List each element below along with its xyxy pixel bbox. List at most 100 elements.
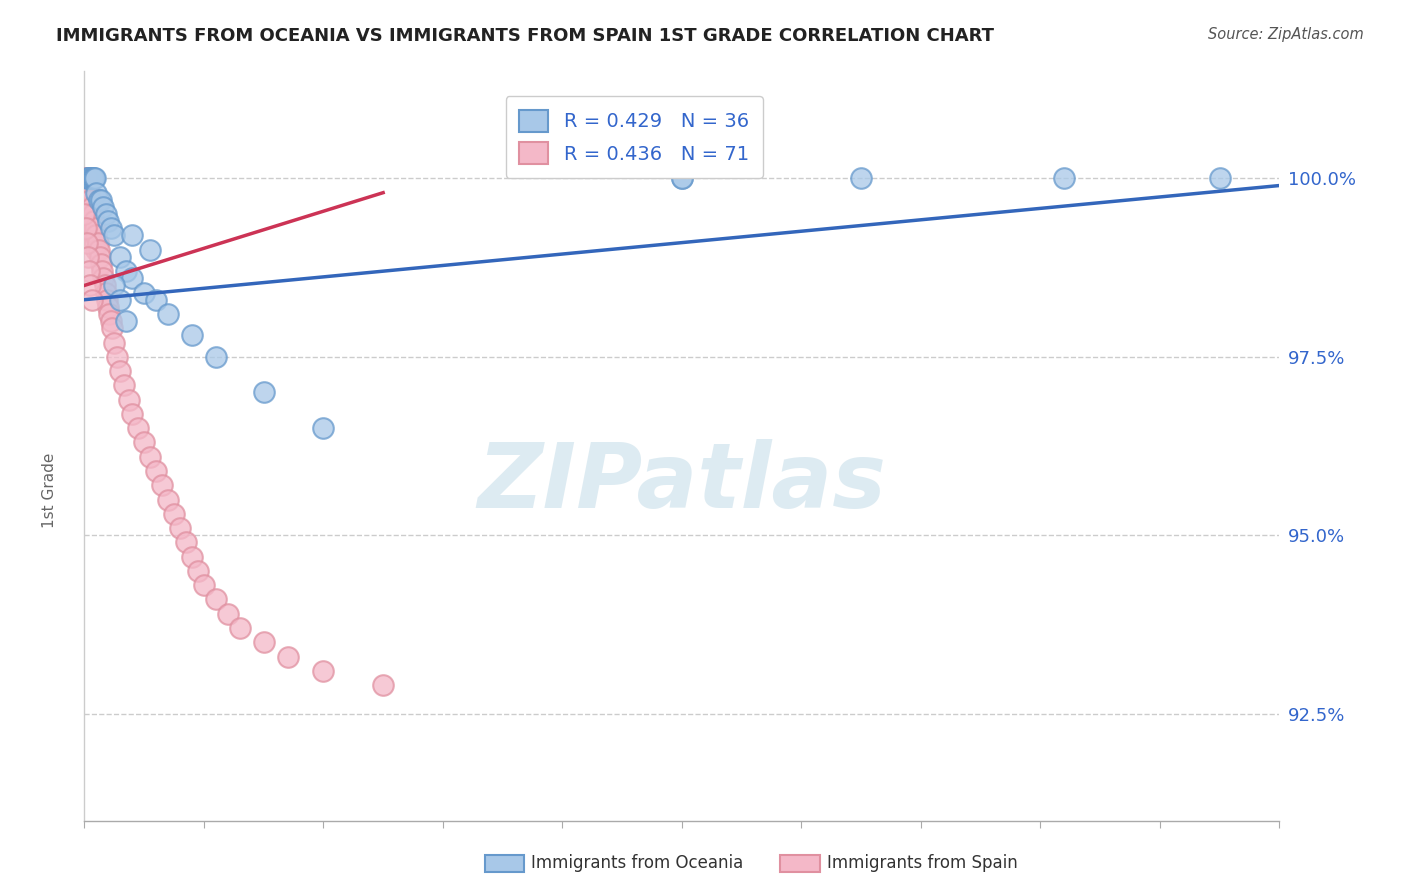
- Point: [193, 578, 215, 592]
- Point: [169, 521, 191, 535]
- Point: [1209, 171, 1232, 186]
- Point: [157, 307, 180, 321]
- Point: [76, 235, 98, 250]
- Legend: R = 0.429   N = 36, R = 0.436   N = 71: R = 0.429 N = 36, R = 0.436 N = 71: [506, 96, 762, 178]
- Point: [76, 171, 98, 186]
- Point: [94, 207, 117, 221]
- Point: [145, 464, 167, 478]
- Point: [82, 221, 104, 235]
- Text: Immigrants from Spain: Immigrants from Spain: [827, 855, 1018, 872]
- Text: Source: ZipAtlas.com: Source: ZipAtlas.com: [1208, 27, 1364, 42]
- Point: [110, 293, 132, 307]
- Point: [79, 207, 101, 221]
- Point: [77, 171, 100, 186]
- Point: [87, 243, 110, 257]
- Point: [121, 407, 143, 421]
- Point: [97, 300, 120, 314]
- Point: [77, 186, 100, 200]
- Text: ZIPatlas: ZIPatlas: [478, 440, 886, 527]
- Point: [312, 421, 335, 435]
- Point: [93, 200, 115, 214]
- Point: [117, 392, 139, 407]
- Point: [77, 250, 100, 264]
- Point: [80, 200, 103, 214]
- Point: [115, 314, 138, 328]
- Point: [76, 186, 98, 200]
- Point: [80, 171, 103, 186]
- Point: [217, 607, 239, 621]
- Point: [851, 171, 873, 186]
- Point: [75, 221, 97, 235]
- Point: [312, 664, 335, 678]
- Point: [253, 635, 276, 649]
- Point: [80, 214, 103, 228]
- Point: [97, 214, 120, 228]
- Point: [277, 649, 299, 664]
- Point: [229, 621, 252, 635]
- Text: 1st Grade: 1st Grade: [42, 453, 56, 528]
- Point: [205, 592, 228, 607]
- Point: [83, 214, 105, 228]
- Point: [93, 278, 115, 293]
- Point: [86, 186, 108, 200]
- Point: [181, 328, 204, 343]
- Point: [90, 193, 112, 207]
- Point: [98, 307, 121, 321]
- Point: [77, 178, 100, 193]
- Point: [83, 171, 105, 186]
- Point: [86, 243, 108, 257]
- Point: [110, 250, 132, 264]
- Point: [121, 271, 143, 285]
- Point: [93, 271, 115, 285]
- Point: [73, 186, 96, 200]
- Point: [181, 549, 204, 564]
- Point: [671, 171, 693, 186]
- Point: [75, 193, 97, 207]
- Point: [187, 564, 209, 578]
- Point: [80, 293, 103, 307]
- Point: [84, 221, 107, 235]
- Point: [373, 678, 395, 692]
- Point: [79, 171, 101, 186]
- Point: [73, 207, 96, 221]
- Point: [82, 207, 104, 221]
- Point: [86, 228, 108, 243]
- Point: [77, 171, 100, 186]
- Point: [75, 171, 97, 186]
- Point: [105, 350, 128, 364]
- Point: [76, 171, 98, 186]
- Text: Immigrants from Oceania: Immigrants from Oceania: [531, 855, 744, 872]
- Point: [76, 200, 98, 214]
- Point: [79, 193, 101, 207]
- Point: [1053, 171, 1076, 186]
- Point: [103, 228, 125, 243]
- Point: [84, 171, 107, 186]
- Point: [77, 200, 100, 214]
- Point: [77, 207, 100, 221]
- Point: [671, 171, 693, 186]
- Point: [79, 221, 101, 235]
- Point: [127, 421, 149, 435]
- Point: [77, 193, 100, 207]
- Point: [103, 278, 125, 293]
- Point: [75, 178, 97, 193]
- Text: IMMIGRANTS FROM OCEANIA VS IMMIGRANTS FROM SPAIN 1ST GRADE CORRELATION CHART: IMMIGRANTS FROM OCEANIA VS IMMIGRANTS FR…: [56, 27, 994, 45]
- Point: [100, 221, 122, 235]
- Point: [163, 507, 186, 521]
- Point: [83, 228, 105, 243]
- Point: [110, 364, 132, 378]
- Point: [205, 350, 228, 364]
- Point: [101, 321, 124, 335]
- Point: [139, 243, 162, 257]
- Point: [103, 335, 125, 350]
- Point: [132, 285, 156, 300]
- Point: [115, 264, 138, 278]
- Point: [100, 314, 122, 328]
- Point: [87, 193, 110, 207]
- Point: [112, 378, 135, 392]
- Point: [121, 228, 143, 243]
- Point: [145, 293, 167, 307]
- Point: [157, 492, 180, 507]
- Point: [86, 235, 108, 250]
- Point: [79, 278, 101, 293]
